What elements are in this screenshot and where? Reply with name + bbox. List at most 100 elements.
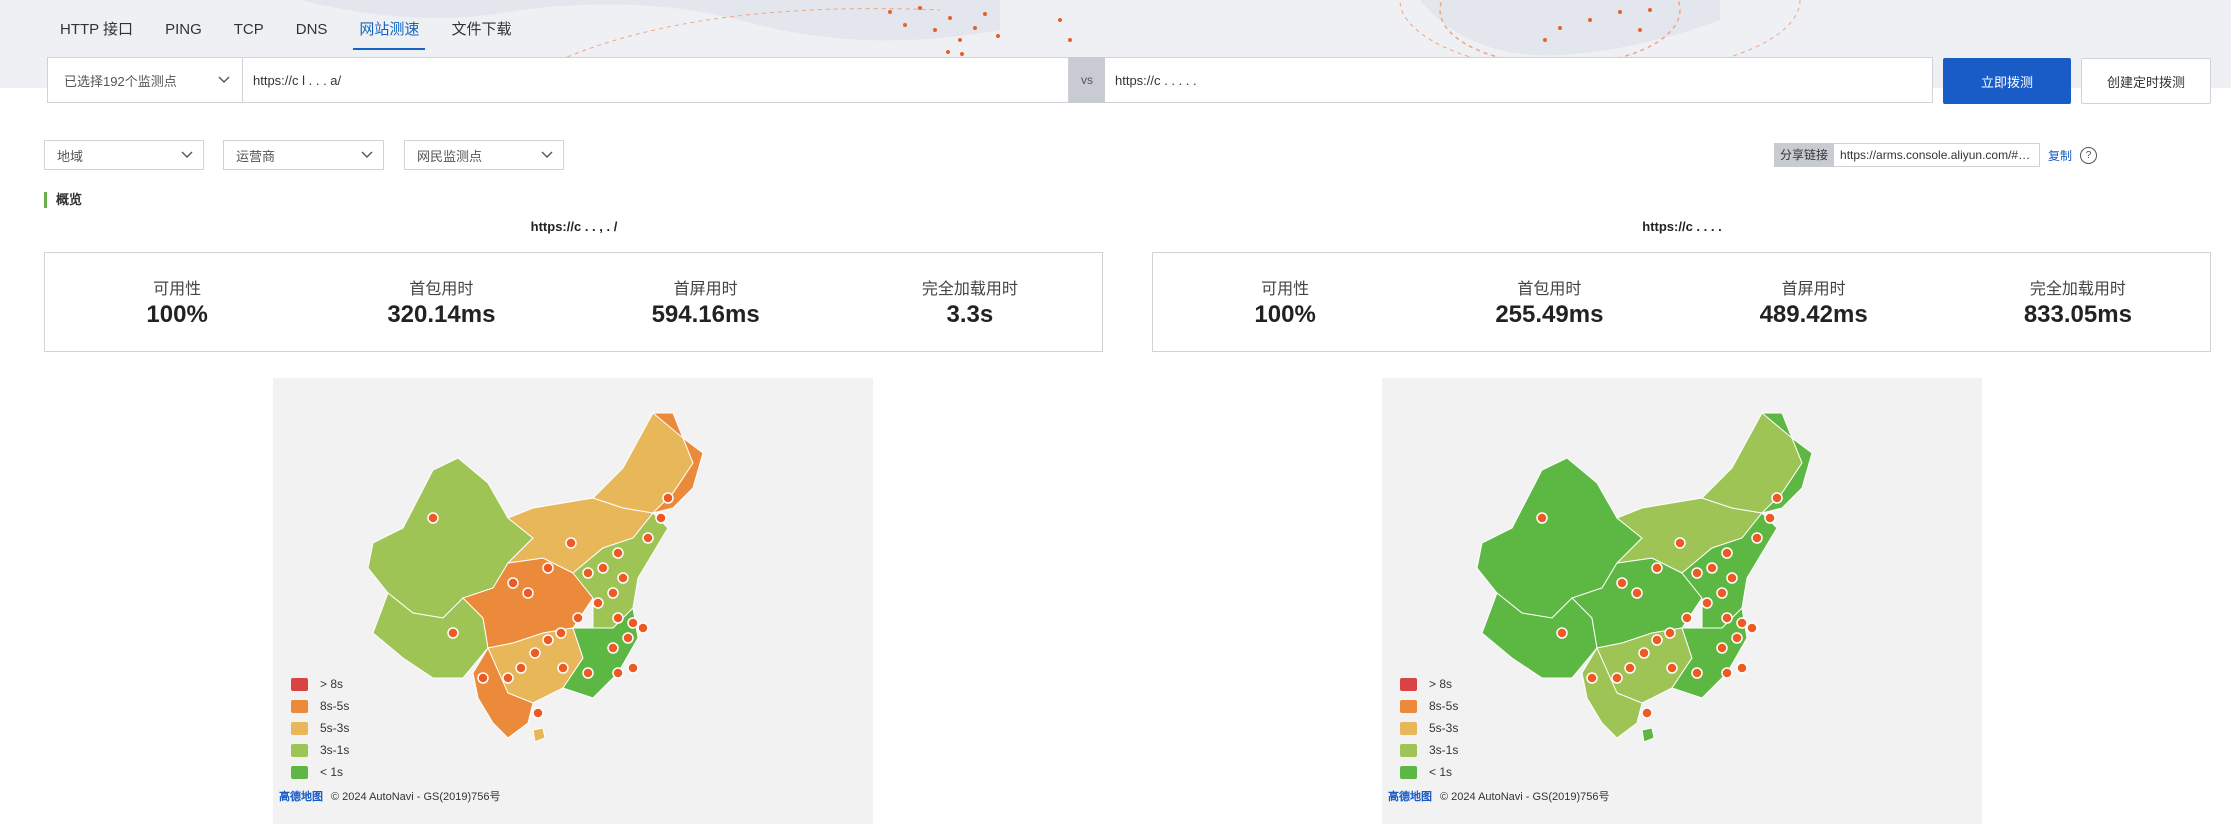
monitor-point-select-label: 已选择192个监测点 xyxy=(64,73,177,89)
legend-label: 8s-5s xyxy=(320,699,350,713)
metric-label: 首屏用时 xyxy=(1781,281,1846,298)
metric-first-screen: 首屏用时 489.42ms xyxy=(1682,253,1946,351)
probe-points-a xyxy=(427,492,674,719)
region-hainan xyxy=(1641,727,1655,743)
legend-label: 8s-5s xyxy=(1429,699,1459,713)
tab-tcp[interactable]: TCP xyxy=(233,21,264,38)
metric-label: 完全加载用时 xyxy=(2029,281,2126,298)
legend-label: > 8s xyxy=(320,677,344,691)
metric-label: 首屏用时 xyxy=(673,281,738,298)
metric-first-byte: 首包用时 255.49ms xyxy=(1417,253,1681,351)
region-central-west xyxy=(462,557,594,649)
legend-item: > 8s xyxy=(1400,673,1458,695)
legend-label: 5s-3s xyxy=(320,721,350,735)
legend-label: 3s-1s xyxy=(1429,743,1459,757)
tab-http[interactable]: HTTP 接口 xyxy=(60,21,134,38)
speed-map-b[interactable]: > 8s 8s-5s 5s-3s 3s-1s < 1s 高德地图 © 2024 … xyxy=(1382,378,1982,824)
legend-item: 8s-5s xyxy=(1400,695,1458,717)
tab-bar: HTTP 接口 PING TCP DNS 网站测速 文件下载 xyxy=(44,0,527,52)
metric-value: 833.05ms xyxy=(2023,301,2132,328)
metric-label: 可用性 xyxy=(1261,281,1310,298)
legend-label: > 8s xyxy=(1429,677,1453,691)
metric-value: 594.16ms xyxy=(651,301,760,328)
amap-logo: 高德地图 xyxy=(279,791,323,803)
metric-availability: 可用性 100% xyxy=(45,253,309,351)
legend-item: > 8s xyxy=(291,673,349,695)
metric-availability: 可用性 100% xyxy=(1153,253,1417,351)
monitor-point-select[interactable]: 已选择192个监测点 xyxy=(47,57,243,103)
region-northeast-b xyxy=(651,412,704,514)
legend-item: < 1s xyxy=(1400,761,1458,783)
tab-website-speed[interactable]: 网站测速 xyxy=(343,0,435,50)
legend-label: < 1s xyxy=(1429,765,1453,779)
map-credit-text: © 2024 AutoNavi - GS(2019)756号 xyxy=(1440,791,1610,803)
share-link-url[interactable]: https://arms.console.aliyun.com/#/synthe… xyxy=(1834,143,2041,167)
region-yunnan xyxy=(472,646,534,739)
metric-value: 100% xyxy=(146,301,208,328)
legend-label: < 1s xyxy=(320,765,344,779)
region-hainan xyxy=(532,727,546,743)
legend-item: 8s-5s xyxy=(291,695,349,717)
chevron-down-icon xyxy=(181,151,193,158)
legend-item: 3s-1s xyxy=(291,739,349,761)
legend-item: 3s-1s xyxy=(1400,739,1458,761)
overview-section-title: 概览 xyxy=(44,192,82,208)
share-link-label: 分享链接 xyxy=(1774,143,1835,167)
region-yunnan xyxy=(1581,646,1643,739)
amap-logo: 高德地图 xyxy=(1388,791,1432,803)
map-credit-text: © 2024 AutoNavi - GS(2019)756号 xyxy=(331,791,501,803)
probe-type-filter[interactable]: 网民监测点 xyxy=(404,140,564,170)
site-url-b: https://c . . . . xyxy=(1642,219,1722,234)
region-filter[interactable]: 地域 xyxy=(44,140,204,170)
map-credit-b: 高德地图 © 2024 AutoNavi - GS(2019)756号 xyxy=(1388,788,1610,804)
region-southeast xyxy=(1671,606,1748,699)
metric-full-load: 完全加载用时 3.3s xyxy=(838,253,1102,351)
speed-map-a[interactable]: > 8s 8s-5s 5s-3s 3s-1s < 1s 高德地图 © 2024 … xyxy=(273,378,873,824)
test-toolbar: 已选择192个监测点 https://c l . . . a/ vs https… xyxy=(47,57,1933,105)
create-scheduled-test-button[interactable]: 创建定时拨测 xyxy=(2081,58,2211,104)
share-link-bar: 分享链接 https://arms.console.aliyun.com/#/s… xyxy=(1774,143,2098,167)
chevron-down-icon xyxy=(218,76,230,83)
region-northeast-b xyxy=(1760,412,1813,514)
legend-label: 5s-3s xyxy=(1429,721,1459,735)
metric-value: 320.14ms xyxy=(387,301,496,328)
help-icon[interactable]: ? xyxy=(2080,146,2098,164)
map-legend-a: > 8s 8s-5s 5s-3s 3s-1s < 1s xyxy=(291,673,349,783)
metrics-card-a: 可用性 100% 首包用时 320.14ms 首屏用时 594.16ms 完全加… xyxy=(44,252,1103,352)
site-url-a: https://c . . , . / xyxy=(530,219,618,234)
metrics-card-b: 可用性 100% 首包用时 255.49ms 首屏用时 489.42ms 完全加… xyxy=(1152,252,2211,352)
tab-dns[interactable]: DNS xyxy=(295,21,328,38)
china-map-a xyxy=(367,412,704,743)
url-input-b[interactable]: https://c . . . . . xyxy=(1105,57,1933,103)
run-test-button[interactable]: 立即拨测 xyxy=(1943,58,2071,104)
tab-file-download[interactable]: 文件下载 xyxy=(451,21,512,38)
metric-value: 100% xyxy=(1254,301,1316,328)
metric-label: 可用性 xyxy=(153,281,202,298)
metric-label: 首包用时 xyxy=(409,281,474,298)
legend-label: 3s-1s xyxy=(320,743,350,757)
url-input-a[interactable]: https://c l . . . a/ xyxy=(243,57,1069,103)
chevron-down-icon xyxy=(361,151,373,158)
chevron-down-icon xyxy=(541,151,553,158)
probe-type-filter-label: 网民监测点 xyxy=(417,148,483,164)
isp-filter[interactable]: 运营商 xyxy=(223,140,384,170)
metric-label: 完全加载用时 xyxy=(921,281,1018,298)
map-legend-b: > 8s 8s-5s 5s-3s 3s-1s < 1s xyxy=(1400,673,1458,783)
metric-first-byte: 首包用时 320.14ms xyxy=(309,253,573,351)
copy-link-button[interactable]: 复制 xyxy=(2048,148,2073,163)
metric-first-screen: 首屏用时 594.16ms xyxy=(574,253,838,351)
tab-ping[interactable]: PING xyxy=(165,21,202,38)
map-credit-a: 高德地图 © 2024 AutoNavi - GS(2019)756号 xyxy=(279,788,501,804)
probe-points-b xyxy=(1536,492,1783,719)
region-filter-label: 地域 xyxy=(57,148,84,164)
legend-item: < 1s xyxy=(291,761,349,783)
china-map-b xyxy=(1476,412,1813,743)
isp-filter-label: 运营商 xyxy=(236,148,276,164)
metric-value: 489.42ms xyxy=(1759,301,1868,328)
region-central-west xyxy=(1571,557,1703,649)
metric-full-load: 完全加载用时 833.05ms xyxy=(1946,253,2210,351)
metric-label: 首包用时 xyxy=(1517,281,1582,298)
hero-map-decoration xyxy=(300,0,1801,76)
metric-value: 255.49ms xyxy=(1495,301,1604,328)
legend-item: 5s-3s xyxy=(1400,717,1458,739)
